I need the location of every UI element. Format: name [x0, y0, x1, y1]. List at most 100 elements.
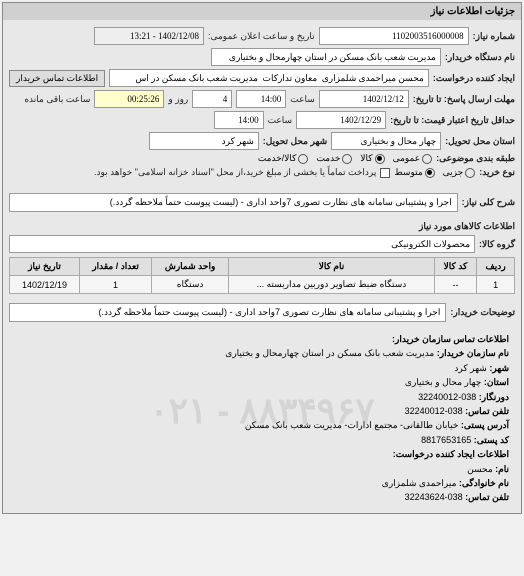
time-label-2: ساعت — [268, 115, 293, 126]
cell: -- — [434, 276, 476, 294]
radio-icon — [375, 154, 385, 164]
purchase-o2[interactable]: متوسط — [394, 167, 434, 178]
org-v: مدیریت شعب بانک مسکن در استان چهارمحال و… — [225, 348, 434, 358]
col-2: نام کالا — [229, 258, 435, 276]
purchase-type-label: نوع خرید: — [479, 167, 515, 178]
creator-header: اطلاعات ایجاد کننده درخواست: — [15, 447, 509, 461]
pay-checkbox[interactable] — [380, 168, 390, 178]
row-need-desc: شرح کلی نیاز: اجرا و پشتیبانی سامانه های… — [9, 190, 515, 215]
cell: 1 — [80, 276, 152, 294]
contact-line: شهر: شهر کرد — [15, 361, 509, 375]
tel-k: تلفن تماس: — [465, 406, 509, 416]
name-k: نام: — [495, 464, 509, 474]
addr-v: خیابان طالقانی- مجتمع ادارات- مدیریت شعب… — [245, 420, 459, 430]
row-location: استان محل تحویل: شهر محل تحویل: — [9, 132, 515, 150]
panel-body: شماره نیاز: تاریخ و ساعت اعلان عمومی: نا… — [3, 20, 521, 513]
reply-date-field — [319, 90, 409, 108]
contact-line: تلفن تماس: 038-32240012 — [15, 404, 509, 418]
radio-icon — [342, 154, 352, 164]
city-label: شهر محل تحویل: — [263, 136, 327, 147]
announce-field — [94, 27, 204, 45]
need-no-field — [319, 27, 469, 45]
goods-group-field — [9, 235, 475, 253]
col-5: تاریخ نیاز — [10, 258, 80, 276]
row-goods-group: گروه کالا: — [9, 235, 515, 253]
col-1: کد کالا — [434, 258, 476, 276]
radio-icon — [465, 168, 475, 178]
col-3: واحد شمارش — [152, 258, 229, 276]
tel-v: 038-32240012 — [405, 406, 463, 416]
need-desc-box: اجرا و پشتیبانی سامانه های نظارت تصوری 7… — [9, 193, 458, 212]
cell: 1402/12/19 — [10, 276, 80, 294]
row-requester: ایجاد کننده درخواست: اطلاعات تماس خریدار — [9, 69, 515, 87]
row-validity: حداقل تاریخ اعتبار قیمت: تا تاریخ: ساعت — [9, 111, 515, 129]
pay-note: پرداخت تماماً یا بخشی از مبلغ خرید،از مح… — [94, 167, 376, 178]
city-k: شهر: — [489, 363, 509, 373]
table-header-row: ردیف کد کالا نام کالا واحد شمارش تعداد /… — [10, 258, 515, 276]
buyer-org-field — [211, 48, 441, 66]
contact-buyer-button[interactable]: اطلاعات تماس خریدار — [9, 70, 105, 87]
announce-label: تاریخ و ساعت اعلان عمومی: — [208, 31, 315, 42]
province-v: چهار محال و بختیاری — [405, 377, 481, 387]
validity-date-field — [296, 111, 386, 129]
contact-line: نام سازمان خریدار: مدیریت شعب بانک مسکن … — [15, 346, 509, 360]
ctel-k: تلفن تماس: — [465, 492, 509, 502]
row-budget-class: طبقه بندی موضوعی: عمومی کالا خدمت کالا/خ… — [9, 153, 515, 164]
budget-r1[interactable]: عمومی — [393, 153, 433, 164]
days-label: روز و — [168, 94, 188, 105]
ctel-v: 038-32243624 — [405, 492, 463, 502]
items-table: ردیف کد کالا نام کالا واحد شمارش تعداد /… — [9, 257, 515, 294]
radio-icon — [422, 154, 432, 164]
reply-deadline-label: مهلت ارسال پاسخ: تا تاریخ: — [413, 94, 515, 105]
row-purchase-type: نوع خرید: جزیی متوسط پرداخت تماماً یا بخ… — [9, 167, 515, 178]
budget-r3[interactable]: خدمت — [316, 153, 352, 164]
budget-radio-group: عمومی کالا خدمت کالا/خدمت — [258, 153, 432, 164]
budget-r2[interactable]: کالا — [360, 153, 384, 164]
requester-label: ایجاد کننده درخواست: — [433, 73, 515, 84]
budget-r2-label: کالا — [360, 153, 372, 164]
name-v: محسن — [467, 464, 493, 474]
purchase-o1-label: جزیی — [443, 167, 464, 178]
time-label-1: ساعت — [290, 94, 315, 105]
cell: دستگاه ضبط تصاویر دوربین مداربسته ... — [229, 276, 435, 294]
contact-line: کد پستی: 8817653165 — [15, 433, 509, 447]
reply-time-field — [236, 90, 286, 108]
cell: 1 — [477, 276, 515, 294]
days-field — [192, 90, 232, 108]
radio-icon — [298, 154, 308, 164]
buyer-notes-box: اجرا و پشتیبانی سامانه های نظارت تصوری 7… — [9, 303, 446, 322]
row-reply-deadline: مهلت ارسال پاسخ: تا تاریخ: ساعت روز و سا… — [9, 90, 515, 108]
contact-line: آدرس پستی: خیابان طالقانی- مجتمع ادارات-… — [15, 418, 509, 432]
validity-time-field — [214, 111, 264, 129]
need-desc-label: شرح کلی نیاز: — [462, 197, 515, 208]
city-field — [149, 132, 259, 150]
addr-k: آدرس پستی: — [461, 420, 509, 430]
contact-section: ۸۸۳۴۹۶۷ - ۰۲۱ اطلاعات تماس سازمان خریدار… — [9, 328, 515, 509]
radio-icon — [425, 168, 435, 178]
fax-v: 038-32240012 — [418, 392, 476, 402]
goods-group-label: گروه کالا: — [479, 239, 515, 250]
requester-field — [109, 69, 429, 87]
contact-line: تلفن تماس: 038-32243624 — [15, 490, 509, 504]
budget-label: طبقه بندی موضوعی: — [436, 153, 515, 164]
panel-title: جزئیات اطلاعات نیاز — [3, 3, 521, 20]
province-label: استان محل تحویل: — [445, 136, 515, 147]
province-k: استان: — [484, 377, 509, 387]
goods-section-label: اطلاعات کالاهای مورد نیاز — [9, 221, 515, 232]
lname-k: نام خانوادگی: — [459, 478, 509, 488]
table-row[interactable]: 1 -- دستگاه ضبط تصاویر دوربین مداربسته .… — [10, 276, 515, 294]
post-k: کد پستی: — [474, 435, 509, 445]
purchase-o1[interactable]: جزیی — [443, 167, 476, 178]
purchase-o2-label: متوسط — [394, 167, 422, 178]
budget-r4[interactable]: کالا/خدمت — [258, 153, 309, 164]
budget-r3-label: خدمت — [316, 153, 340, 164]
org-k: نام سازمان خریدار: — [437, 348, 509, 358]
cell: دستگاه — [152, 276, 229, 294]
post-v: 8817653165 — [421, 435, 471, 445]
col-4: تعداد / مقدار — [80, 258, 152, 276]
contact-line: نام: محسن — [15, 462, 509, 476]
need-no-label: شماره نیاز: — [473, 31, 515, 42]
row-need-no: شماره نیاز: تاریخ و ساعت اعلان عمومی: — [9, 27, 515, 45]
province-field — [331, 132, 441, 150]
buyer-notes-label: توضیحات خریدار: — [450, 307, 515, 318]
